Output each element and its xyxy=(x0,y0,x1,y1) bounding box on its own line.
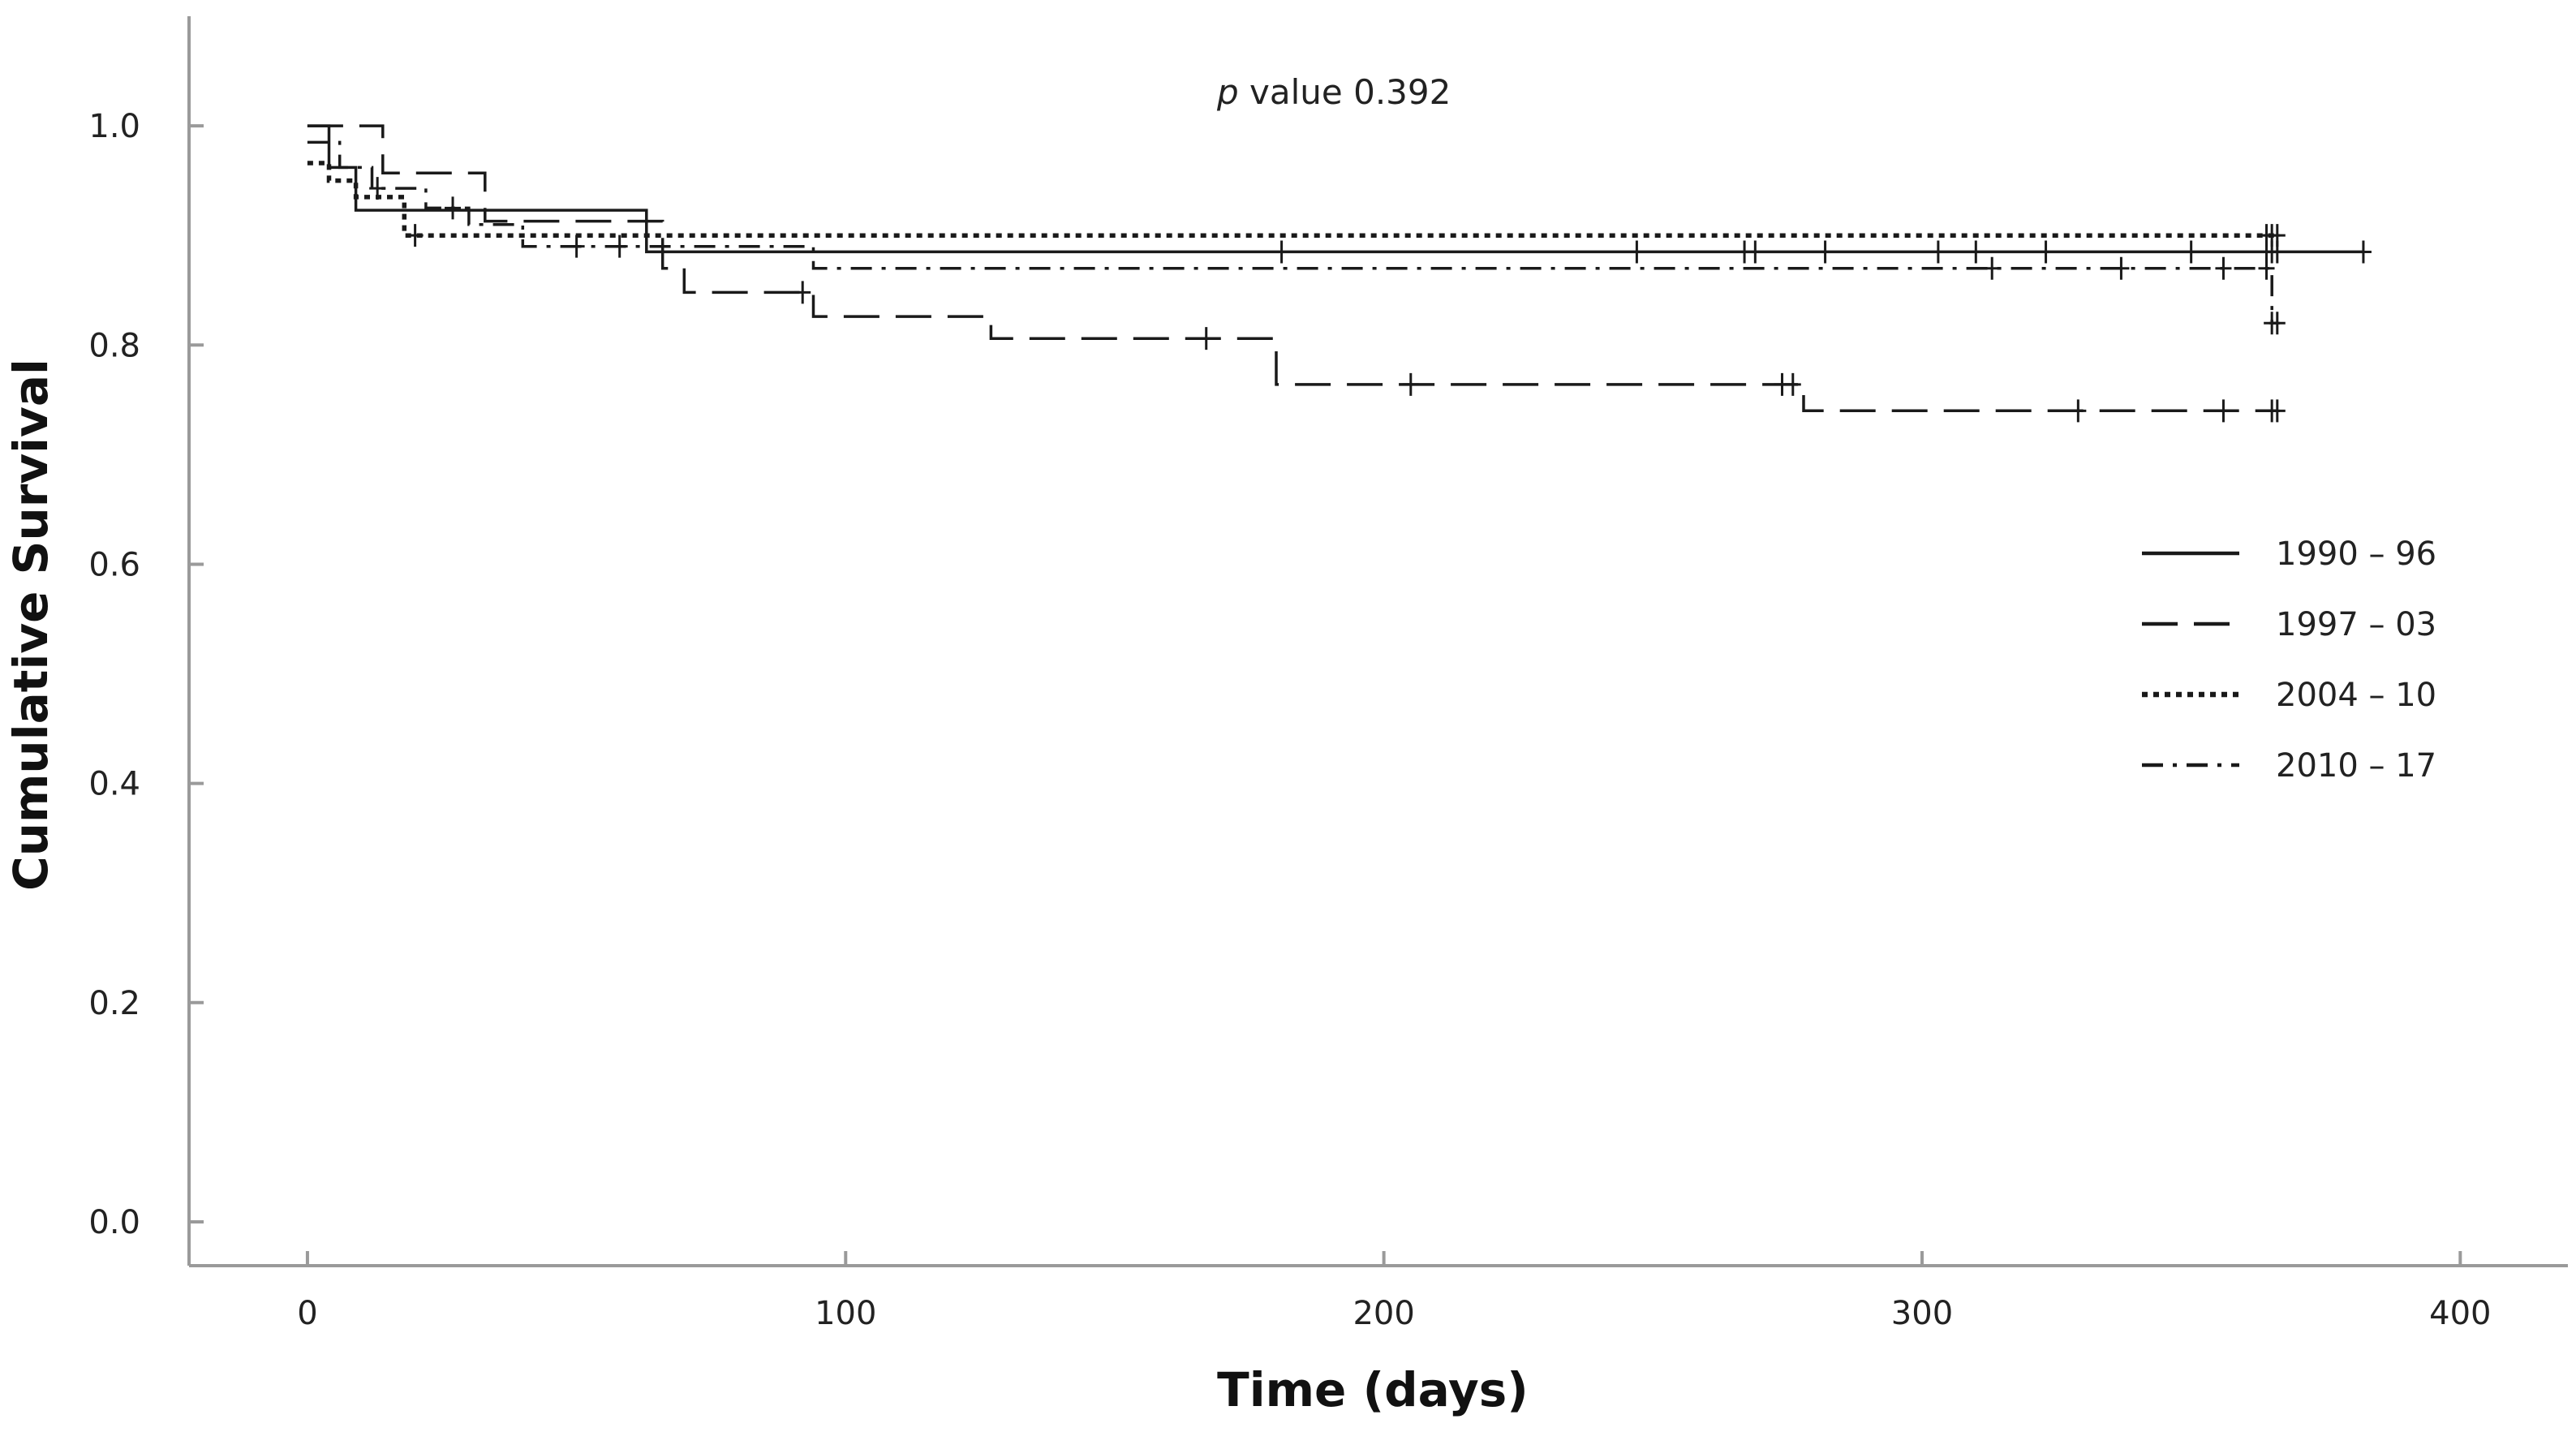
plot-area xyxy=(307,124,2372,423)
censor-mark xyxy=(611,234,628,258)
y-tick-label: 1.0 xyxy=(88,108,140,145)
censor-mark xyxy=(794,281,811,304)
x-tick-label: 400 xyxy=(2429,1295,2491,1332)
censor-mark xyxy=(1198,327,1215,350)
censor-mark xyxy=(1817,240,1834,264)
censor-mark xyxy=(2215,256,2232,280)
censor-mark xyxy=(1628,240,1645,264)
censor-mark xyxy=(445,196,462,220)
series-line-1 xyxy=(307,124,2363,254)
y-tick-label: 0.0 xyxy=(88,1204,140,1241)
x-axis-title: Time (days) xyxy=(1217,1362,1529,1417)
censor-mark xyxy=(2070,399,2087,423)
censor-mark xyxy=(2269,399,2286,423)
censor-mark xyxy=(1784,372,1801,396)
censor-mark xyxy=(1984,256,2001,280)
censor-mark xyxy=(2269,224,2286,247)
censor-mark xyxy=(1273,240,1290,264)
censor-mark xyxy=(2269,312,2286,335)
censor-mark xyxy=(2113,256,2130,280)
y-axis-title: Cumulative Survival xyxy=(3,359,58,891)
censor-mark xyxy=(2355,240,2372,264)
x-tick-label: 100 xyxy=(815,1295,876,1332)
censor-mark xyxy=(2037,240,2054,264)
y-tick-label: 0.8 xyxy=(88,327,140,364)
censor-mark xyxy=(1967,240,1985,264)
legend-label-1: 1990 – 96 xyxy=(2276,535,2436,573)
x-tick-label: 0 xyxy=(297,1295,317,1332)
legend: 1990 – 96 1997 – 03 2004 – 10 2010 – 17 xyxy=(2142,535,2436,785)
censor-mark xyxy=(1402,372,1419,396)
p-value-annotation: p value 0.392 xyxy=(1216,72,1451,112)
x-tick-label: 300 xyxy=(1891,1295,1953,1332)
series-line-3 xyxy=(307,161,2277,238)
x-ticks: 0 100 200 300 400 xyxy=(297,1251,2492,1332)
censor-mark xyxy=(369,177,386,200)
series-line-4 xyxy=(307,140,2277,325)
y-tick-label: 0.2 xyxy=(88,985,140,1022)
y-tick-label: 0.6 xyxy=(88,546,140,583)
p-value-text: value 0.392 xyxy=(1239,72,1451,112)
series-line-2 xyxy=(307,124,2277,413)
axes: 0 100 200 300 400 0.0 0.2 0.4 0.6 0.8 1.0 xyxy=(88,16,2568,1332)
y-ticks: 0.0 0.2 0.4 0.6 0.8 1.0 xyxy=(88,108,204,1241)
censor-mark xyxy=(1747,240,1764,264)
y-tick-label: 0.4 xyxy=(88,766,140,803)
censor-mark xyxy=(2258,256,2275,280)
censor-mark xyxy=(2215,399,2232,423)
censor-mark xyxy=(1929,240,1946,264)
censor-mark xyxy=(406,224,424,247)
censor-mark xyxy=(568,234,585,258)
legend-label-3: 2004 – 10 xyxy=(2276,677,2436,714)
legend-label-4: 2010 – 17 xyxy=(2276,747,2436,785)
x-tick-label: 200 xyxy=(1353,1295,1414,1332)
legend-label-2: 1997 – 03 xyxy=(2276,606,2436,643)
censor-mark xyxy=(2183,240,2200,264)
p-value-symbol: p xyxy=(1216,72,1239,112)
